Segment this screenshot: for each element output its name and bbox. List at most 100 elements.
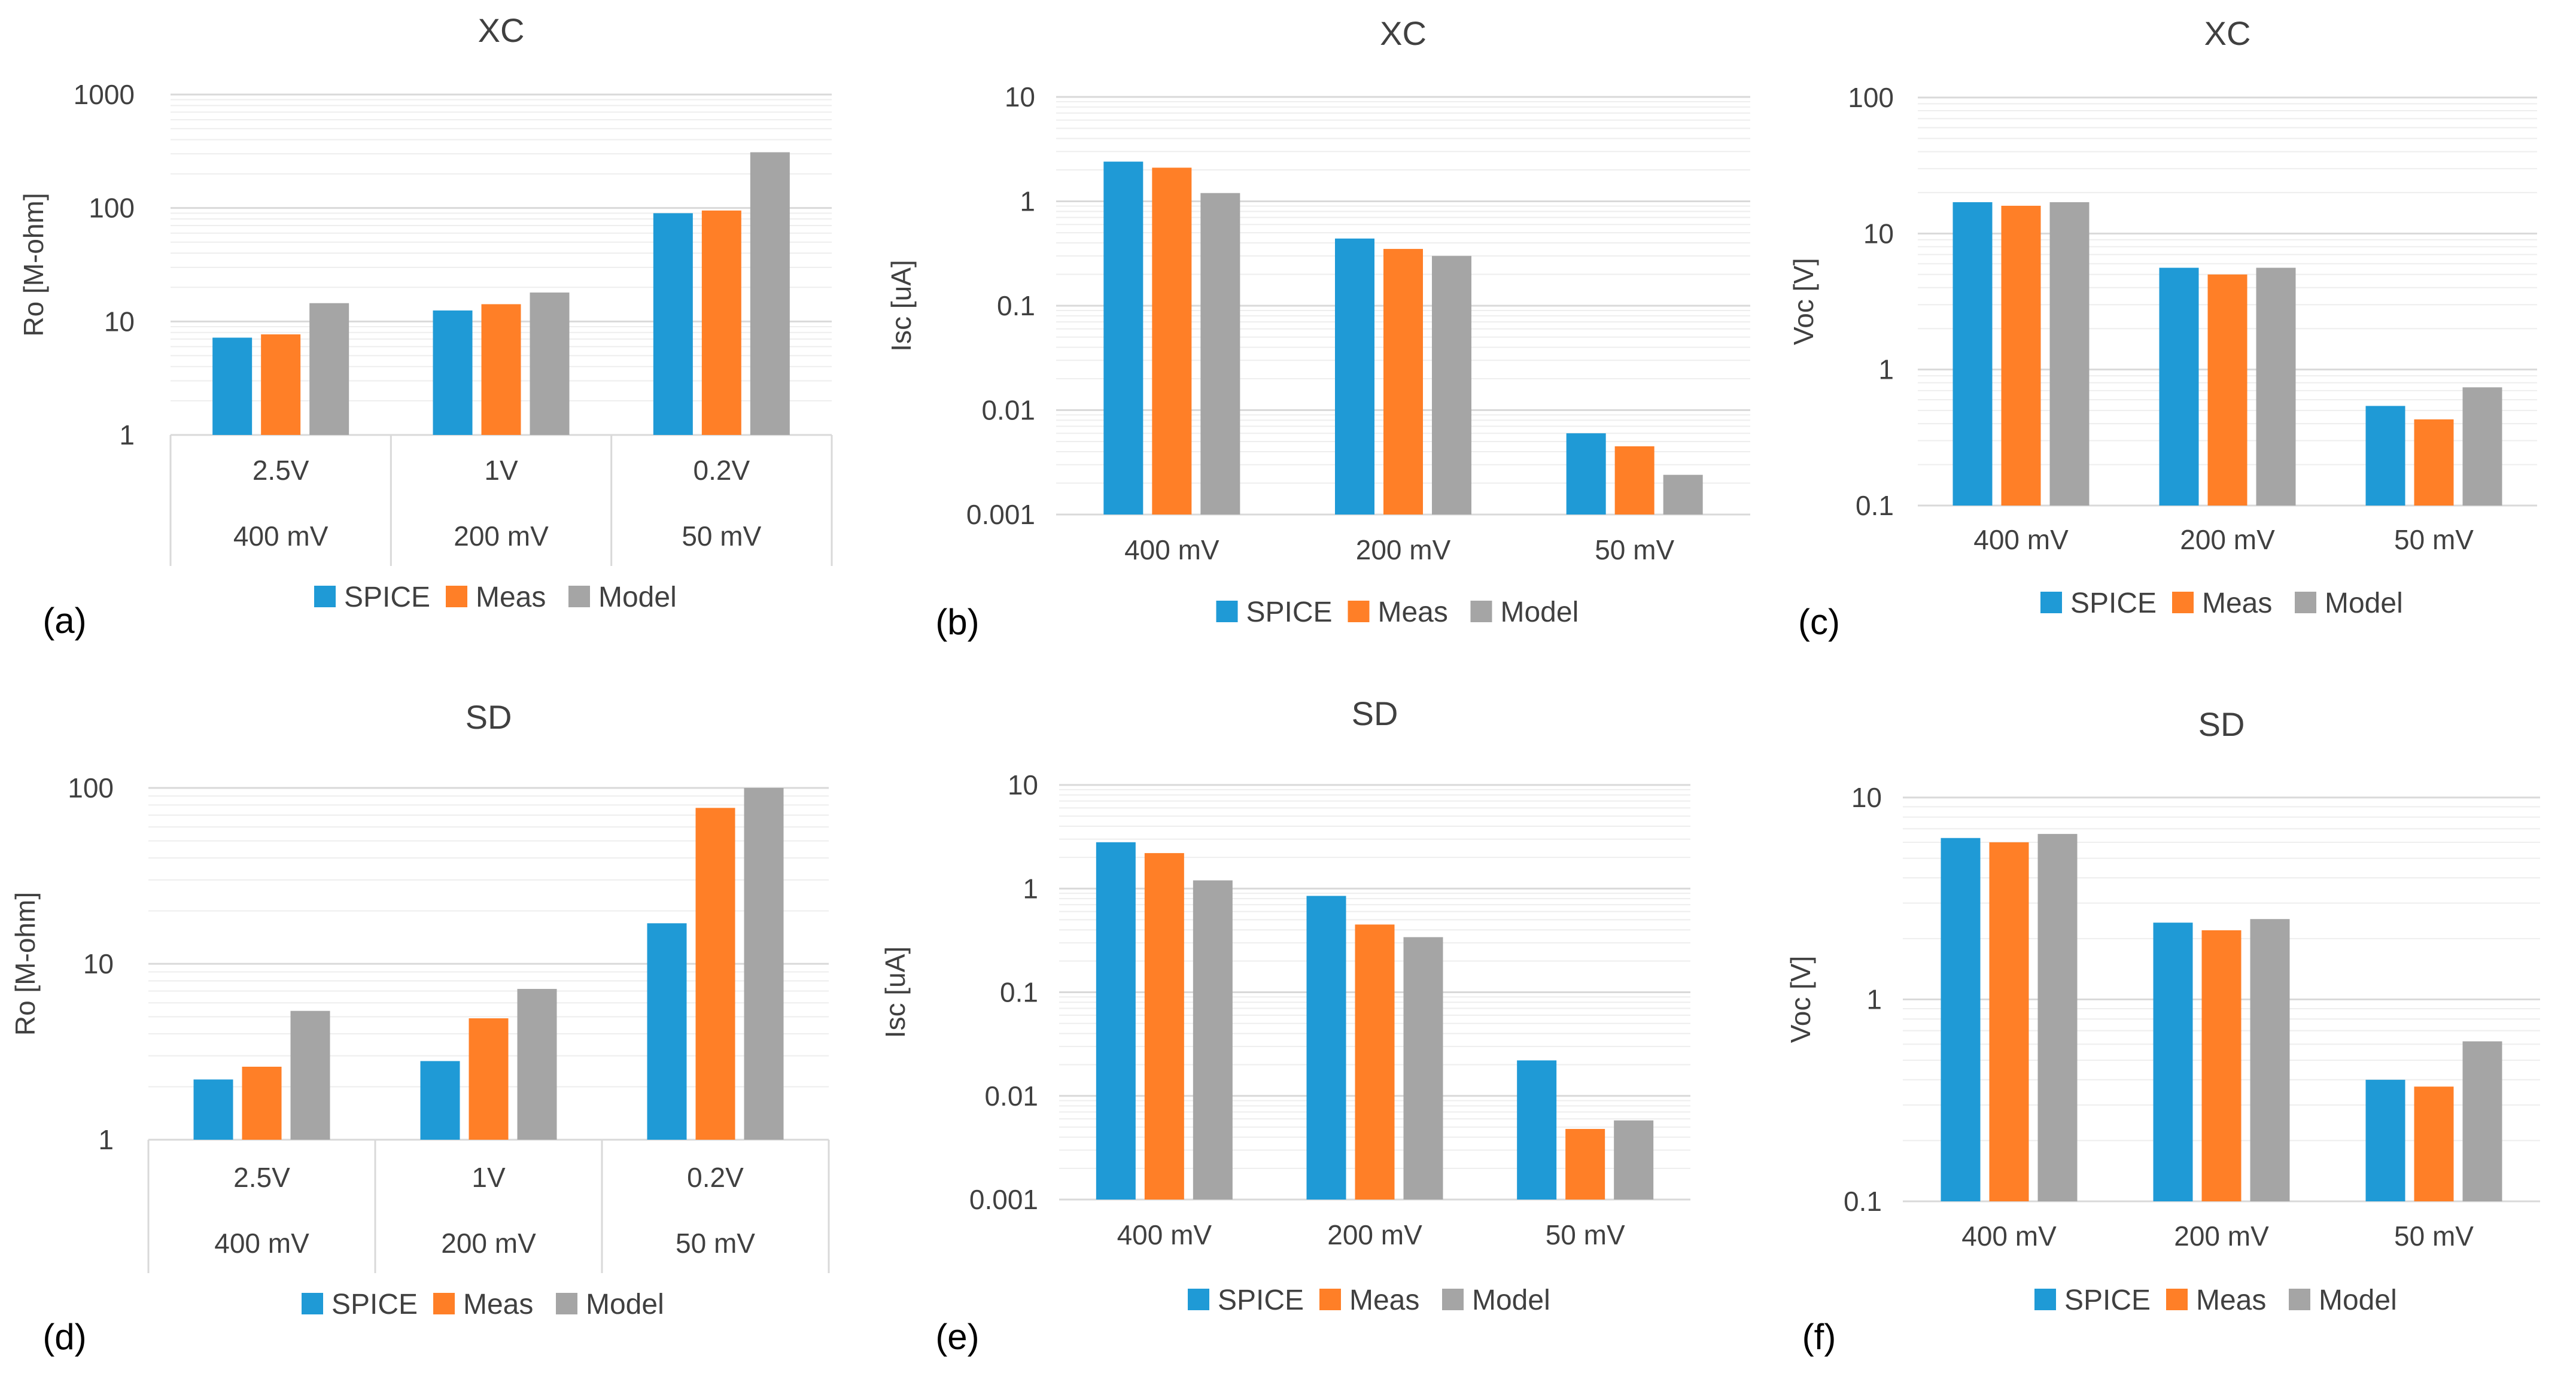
category-table [147,1140,830,1273]
bar-model [1403,937,1443,1200]
legend-label: SPICE [2064,1284,2151,1316]
bar-meas [1565,1128,1605,1200]
x-category-label: 400 mV [1961,1220,2057,1252]
y-tick-label: 1000 [74,79,135,110]
x-category-label: 400 mV [1117,1219,1212,1250]
legend-label: Meas [476,582,546,613]
y-tick-label: 1 [1023,873,1038,904]
legend-label: Meas [463,1289,533,1320]
chart-panel: 0.001 0.01 0.1 1 10 400 mV 200 mV 50 mV XC Isc [u… [886,14,1750,642]
chart-title: SD [1352,695,1398,732]
panel-label: (d) [42,1317,86,1357]
panel-label: (f) [1802,1317,1836,1357]
bar-meas [1144,853,1184,1200]
legend-label: Model [2325,588,2403,619]
legend-label: Model [586,1289,664,1320]
bar-meas [1989,842,2029,1201]
y-tick-label: 100 [1848,82,1894,113]
x-category-label: 0.2V [687,1162,744,1193]
bar-spice [2153,923,2193,1201]
bars [1952,202,2502,506]
legend-label: SPICE [331,1289,418,1320]
x-category-label: 1V [484,455,518,486]
x-category-label: 200 mV [2180,524,2275,555]
bar-model [2256,267,2296,506]
y-tick-label: 0.1 [997,290,1035,321]
panel-label: (e) [935,1317,979,1357]
y-axis-label: Isc [uA] [880,946,911,1038]
bar-spice [433,310,473,435]
y-axis-label: Voc [V] [1788,258,1819,345]
bar-model [750,152,790,435]
bar-model [744,788,784,1140]
bar-model [1193,880,1233,1200]
y-axis-label: Ro [M-ohm] [18,193,49,336]
panel-label: (c) [1798,602,1840,642]
category-table [169,435,833,566]
bar-spice [420,1061,460,1140]
bar-spice [2159,267,2199,506]
bar-spice [647,923,687,1140]
bar-spice [1096,842,1136,1200]
chart-panel: 0.1 1 10 400 mV 200 mV 50 mV SD Voc [V] SPICE Mea… [1785,705,2540,1357]
bar-model [309,303,349,435]
y-tick-label: 10 [83,948,114,979]
legend-label: Meas [2202,588,2272,619]
bar-model [290,1010,330,1140]
bar-model [2462,387,2502,506]
legend-label: Model [598,582,677,613]
x-category-label: 2.5V [253,455,309,486]
legend-label: SPICE [1246,596,1333,628]
bar-spice [1517,1060,1557,1200]
x-category-label: 200 mV [2174,1220,2269,1252]
legend-swatch-spice [1216,601,1238,622]
bar-spice [1103,162,1143,515]
chart-title: XC [2204,14,2251,52]
bar-meas [701,210,741,435]
bars [1096,842,1654,1200]
y-tick-label: 0.01 [981,395,1035,426]
bars [193,788,784,1140]
x-category-label-secondary: 200 mV [441,1228,536,1259]
bar-spice [193,1079,233,1140]
x-category-label: 400 mV [1124,534,1219,565]
y-tick-label: 1 [1878,354,1894,385]
legend-swatch-meas [433,1293,455,1314]
y-tick-label: 0.1 [1844,1186,1882,1217]
chart-panel: 0.1 1 10 100 400 mV 200 mV 50 mV XC Voc [V] SPICE… [1788,14,2537,642]
legend-swatch-model [2295,592,2316,613]
bar-meas [481,304,521,435]
y-tick-label: 1 [119,419,135,450]
legend: SPICE Meas Model [2040,588,2403,619]
bar-spice [653,213,693,435]
legend-label: SPICE [344,582,430,613]
y-tick-label: 10 [1851,782,1882,813]
y-tick-label: 10 [1008,769,1038,800]
legend-swatch-meas [446,586,467,607]
legend-swatch-spice [2034,1289,2056,1310]
bar-model [517,988,557,1140]
x-category-label: 1V [472,1162,506,1193]
y-axis-label: Ro [M-ohm] [10,892,41,1036]
x-category-label: 50 mV [1546,1219,1625,1250]
legend-swatch-meas [1319,1289,1341,1310]
y-tick-label: 0.1 [1000,977,1038,1008]
legend: SPICE Meas Model [314,582,677,613]
y-tick-label: 1 [1020,186,1035,217]
bar-meas [2001,205,2041,506]
legend-label: Model [1472,1284,1550,1316]
legend-swatch-meas [1348,601,1370,622]
y-tick-label: 100 [89,193,135,224]
bar-model [1663,474,1703,515]
y-axis-label: Voc [V] [1785,956,1816,1043]
y-tick-label: 10 [104,306,135,337]
x-category-label: 50 mV [2394,1220,2474,1252]
legend: SPICE Meas Model [1216,596,1579,628]
bar-meas [1383,249,1423,515]
bar-meas [1355,924,1395,1200]
bar-meas [469,1018,509,1140]
legend-swatch-model [1442,1289,1464,1310]
chart-panel: 0.001 0.01 0.1 1 10 400 mV 200 mV 50 mV SD Isc [u… [880,695,1690,1357]
y-tick-label: 10 [1005,81,1035,112]
bar-model [2250,919,2290,1201]
